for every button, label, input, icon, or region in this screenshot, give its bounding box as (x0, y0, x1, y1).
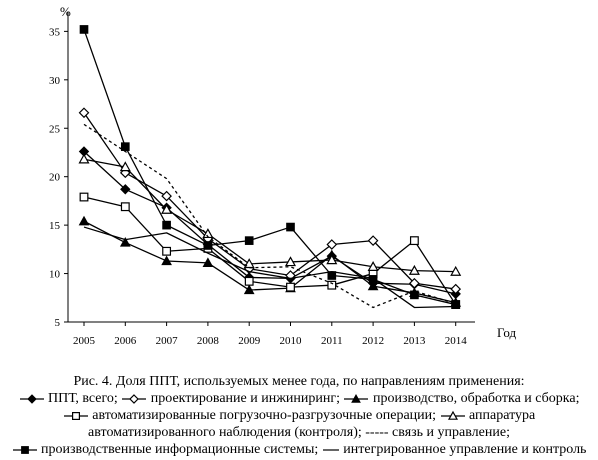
x-tick-label: 2009 (238, 335, 261, 347)
square-filled-marker (120, 142, 130, 151)
diamond-open-marker (326, 239, 338, 250)
y-tick-label: 30 (49, 75, 61, 87)
legend-triangle-filled-icon (344, 393, 369, 403)
series-7 (79, 25, 461, 309)
triangle-open-marker (367, 261, 379, 271)
x-tick-label: 2007 (156, 335, 179, 347)
triangle-open-marker (450, 265, 462, 276)
y-tick-label: 25 (49, 123, 61, 135)
legend-entry-text: ППТ, всего; (44, 391, 122, 406)
axes: 5 10 15 20 25 30 35 2005 2006 2007 2008 2009 2010 201… (49, 12, 475, 347)
diamond-open-marker (367, 235, 379, 246)
x-tick-label: 2010 (280, 335, 303, 347)
caption-legend-line-2: автоматизированные погрузочно-разгрузочн… (0, 407, 598, 424)
legend-entry-text: интегрированное управление и контроль (339, 442, 587, 457)
triangle-open-marker (119, 161, 131, 172)
y-tick-label: 20 (49, 172, 61, 184)
caption-legend-line-1: ППТ, всего; проектирование и инжиниринг;… (0, 390, 598, 407)
triangle-open-marker (284, 256, 297, 267)
x-tick-label: 2011 (321, 335, 343, 347)
series-8 (83, 226, 456, 309)
square-open-marker (71, 411, 80, 420)
square-filled-marker (451, 300, 461, 309)
square-open-marker (162, 246, 172, 256)
diamond-filled-marker (26, 394, 37, 404)
x-tick-label: 2006 (114, 335, 137, 347)
triangle-filled-marker (243, 284, 255, 295)
legend-entry-text: производство, обработка и сборка; (369, 391, 580, 406)
square-open-marker (120, 202, 130, 212)
square-filled-marker (244, 236, 254, 245)
square-filled-marker (327, 271, 337, 280)
triangle-open-marker (408, 264, 420, 275)
square-filled-marker (203, 241, 213, 250)
legend-square-filled-icon (12, 445, 37, 454)
series-2 (78, 107, 462, 295)
diamond-open-marker (129, 393, 140, 404)
chart: 5 10 15 20 25 30 35 2005 2006 2007 2008 2009 2010 201… (49, 4, 516, 347)
legend-entry-text: производственные информационные системы; (37, 442, 322, 457)
square-filled-marker (410, 290, 419, 300)
series-3 (78, 215, 462, 307)
x-tick-label: 2005 (73, 335, 96, 347)
x-tick-label: 2008 (197, 335, 220, 347)
square-filled-marker (286, 222, 295, 232)
diamond-filled-marker (120, 184, 131, 195)
y-axis-label: % (60, 4, 71, 19)
caption-legend-line-3: автоматизированного наблюдения (контроля… (88, 425, 510, 440)
series-1 (78, 146, 461, 300)
series-line (83, 123, 456, 309)
series-line (83, 112, 456, 290)
triangle-open-marker (161, 203, 173, 214)
legend-entry-text: автоматизированные погрузочно-разгрузочн… (88, 408, 440, 423)
series-6 (83, 123, 456, 309)
x-tick-label: 2012 (362, 335, 384, 347)
triangle-filled-marker (161, 255, 172, 266)
series-line (83, 158, 456, 273)
triangle-filled-marker (202, 257, 214, 268)
triangle-open-marker (326, 254, 338, 265)
diamond-open-marker (450, 283, 462, 295)
series-line (83, 29, 456, 306)
square-open-marker (286, 282, 295, 292)
y-tick-label: 15 (49, 220, 61, 232)
y-tick-label: 5 (55, 317, 61, 329)
legend-diamond-open-icon (122, 393, 147, 404)
triangle-filled-marker (78, 215, 90, 226)
legend-none-icon (322, 449, 339, 451)
x-axis-label: Год (497, 325, 516, 340)
caption-legend-line-4: производственные информационные системы;… (0, 441, 598, 458)
square-filled-marker (79, 25, 89, 34)
series-line (83, 226, 456, 309)
triangle-open-marker (447, 410, 458, 420)
legend-triangle-open-icon (440, 410, 465, 420)
square-open-marker (327, 280, 337, 290)
triangle-filled-marker (367, 280, 379, 291)
y-tick-label: 10 (49, 269, 61, 281)
square-open-marker (409, 236, 419, 246)
diamond-open-marker (161, 190, 172, 202)
square-filled-marker (162, 220, 171, 230)
square-open-marker (79, 192, 89, 202)
x-tick-label: 2014 (445, 335, 468, 347)
triangle-filled-marker (119, 237, 131, 247)
series-5 (78, 153, 462, 276)
triangle-filled-marker (351, 393, 362, 403)
series-line (83, 151, 456, 295)
y-tick-label: 35 (49, 26, 61, 38)
series-line (83, 196, 457, 305)
caption-title: Рис. 4. Доля ППТ, используемых менее год… (73, 374, 525, 389)
series-layer (78, 25, 462, 309)
triangle-open-marker (78, 153, 90, 164)
legend-entry-text: аппаратура (465, 408, 536, 423)
legend-entry-text: проектирование и инжиниринг; (147, 391, 344, 406)
square-open-marker (244, 276, 254, 286)
square-filled-marker (368, 275, 378, 284)
series-line (83, 220, 456, 304)
legend-square-open-icon (63, 411, 88, 420)
legend-diamond-filled-icon (19, 394, 44, 404)
x-tick-label: 2013 (403, 335, 426, 347)
square-filled-marker (20, 445, 29, 454)
diamond-open-marker (78, 107, 90, 119)
